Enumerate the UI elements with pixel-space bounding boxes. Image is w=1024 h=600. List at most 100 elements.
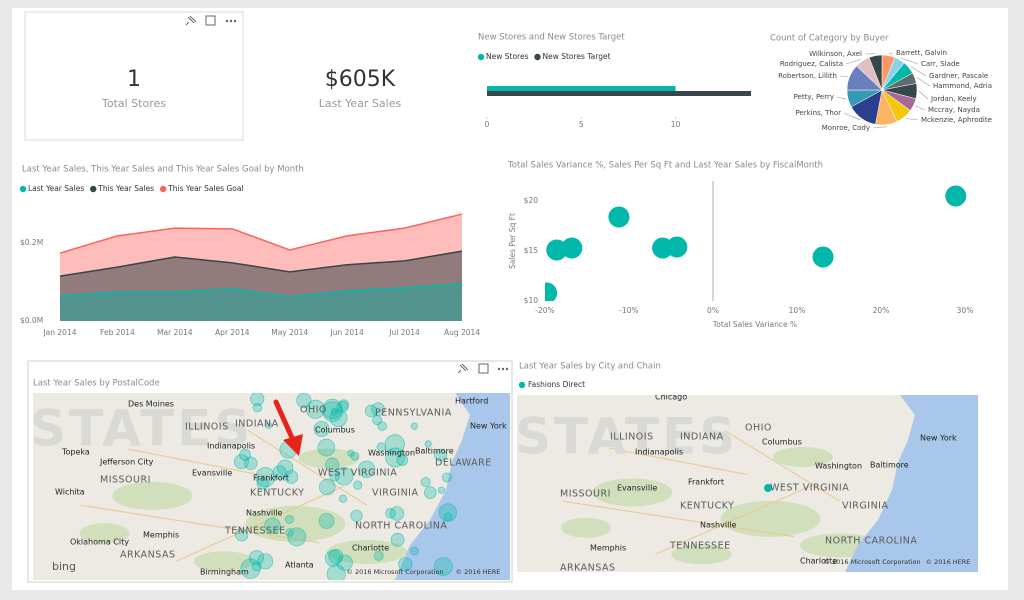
state-label: INDIANA [680,432,724,443]
pie-label: Perkins, Thor [795,109,841,117]
map-bubble [264,517,281,535]
state-label: WEST VIRGINIA [318,468,397,479]
leader-line [836,96,847,100]
state-label: NORTH CAROLINA [355,521,447,532]
x-tick-label: 20% [873,306,890,315]
annotation-arrow [273,399,296,443]
map-bubble [244,456,258,470]
map: STATES Chicago ILLINOIS INDIANA OHIO Columbus… [517,395,978,574]
legend-marker [534,53,541,61]
map-bubble [296,393,312,409]
map-bubble [326,564,346,580]
pie-label: Mccray, Nayda [928,106,980,114]
x-tick-label: Jun 2014 [330,328,364,337]
map-bubble [272,465,287,480]
state-label: OHIO [300,405,327,416]
state-label: DELAWARE [435,458,492,469]
leader-line [915,105,926,111]
map-bubble [336,401,349,413]
state-label: ARKANSAS [120,550,176,561]
map-forest [245,505,346,542]
map-bubble [433,557,453,576]
map-bubble [284,514,294,524]
card-label: Total Stores [101,97,166,110]
map-bubble [338,494,348,503]
area-line [59,250,463,277]
state-label: ARKANSAS [560,563,616,574]
city-label: Oklahoma City [70,538,129,547]
map-ocean [395,393,510,580]
bar [487,91,751,96]
map-credit: © 2016 HERE [926,558,971,566]
map-bubble [265,422,273,429]
expand-icon[interactable] [478,363,489,374]
y-tick-label: $0.2M [20,238,43,247]
leader-line [916,77,931,87]
x-tick-label: -10% [619,306,638,315]
map-bubble [322,398,343,420]
area [60,251,462,321]
y-axis-label: Sales Per Sq Ft [508,213,517,269]
city-label: Atlanta [285,561,314,570]
pie-label: Jordan, Keely [930,95,977,103]
map-bubble [410,546,419,556]
pin-icon[interactable] [185,15,197,26]
expand-icon[interactable] [205,15,216,26]
bar [487,86,676,91]
pie-slice [868,54,883,91]
map-bubble [357,460,376,478]
city-label: Washington [815,462,862,471]
state-label: VIRGINIA [842,501,888,512]
leader-line [900,57,919,65]
map-bubble [250,393,265,406]
pie-label: Wilkinson, Axel [809,50,862,58]
map-bubble [377,421,387,431]
map-bubble [420,477,431,488]
x-tick-label: 5 [579,120,584,129]
city-label: Evansville [617,484,657,493]
city-label: Hartford [455,397,488,406]
chart-title: Count of Category by Buyer [770,34,889,44]
city-label: Indianapolis [635,448,683,457]
map-forest [326,539,407,564]
map-bubble [318,513,335,529]
city-label: Frankfort [253,474,289,483]
state-label: WEST VIRGINIA [770,483,849,494]
pin-icon[interactable] [457,363,469,374]
map-bubble [252,402,263,413]
map-forest [720,500,821,537]
map-credit: © 2016 HERE [456,568,501,576]
city-label: Charlotte [352,544,389,553]
map-credit: © 2016 Microsoft Corporation [823,558,920,566]
state-label: TENNESSEE [669,541,731,552]
city-label: Frankfort [688,478,724,487]
map-bubble [305,399,325,419]
card-tile[interactable] [24,11,244,141]
state-label: KENTUCKY [680,501,734,512]
more-icon[interactable] [497,367,509,371]
chart-title: Total Sales Variance %, Sales Per Sq Ft … [507,161,823,171]
scatter-point [561,237,583,259]
leader-line [845,59,862,65]
x-tick-label: 10% [789,306,806,315]
map-forest [79,523,130,544]
map-road [175,486,344,562]
map-forest [298,448,359,469]
state-label: KENTUCKY [250,488,304,499]
pie-label: Mckenzie, Aphrodite [921,116,992,124]
legend-marker [477,53,485,61]
x-tick-label: Feb 2014 [100,328,135,337]
card-label: Last Year Sales [319,97,402,110]
pie-label: Carr, Slade [921,60,960,68]
map-forest [772,446,833,467]
state-label: ILLINOIS [185,422,229,433]
legend-label: This Year Sales [97,184,154,193]
more-icon[interactable] [225,19,237,23]
map-bubble [443,512,453,522]
x-tick-label: 30% [957,306,974,315]
state-label: OHIO [745,423,772,434]
x-axis-label: Total Sales Variance % [712,320,797,329]
city-label: Evansville [192,469,232,478]
